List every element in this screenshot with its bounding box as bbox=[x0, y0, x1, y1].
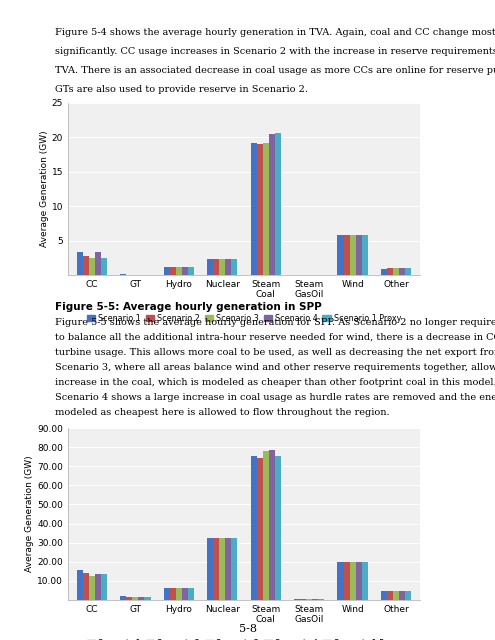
Bar bbox=[83, 257, 89, 275]
Bar bbox=[318, 599, 324, 600]
Bar bbox=[269, 450, 275, 600]
Bar bbox=[139, 597, 145, 600]
Bar bbox=[275, 132, 281, 275]
Bar bbox=[387, 268, 393, 275]
Bar bbox=[338, 235, 344, 275]
Bar bbox=[101, 258, 107, 275]
Bar bbox=[101, 574, 107, 600]
Bar bbox=[399, 268, 405, 275]
Bar bbox=[126, 597, 132, 600]
Bar bbox=[338, 562, 344, 600]
Bar bbox=[344, 562, 349, 600]
Bar bbox=[256, 458, 263, 600]
Text: to balance all the additional intra-hour reserve needed for wind, there is a dec: to balance all the additional intra-hour… bbox=[55, 333, 495, 342]
Bar bbox=[213, 538, 219, 600]
Bar bbox=[188, 588, 194, 600]
Bar bbox=[349, 235, 356, 275]
Bar bbox=[294, 599, 300, 600]
Bar bbox=[312, 599, 318, 600]
Bar bbox=[356, 235, 362, 275]
Bar bbox=[225, 259, 231, 275]
Text: Scenario 4 shows a large increase in coal usage as hurdle rates are removed and : Scenario 4 shows a large increase in coa… bbox=[55, 393, 495, 402]
Bar bbox=[393, 268, 399, 275]
Bar bbox=[95, 574, 101, 600]
Bar bbox=[182, 588, 188, 600]
Bar bbox=[77, 570, 83, 600]
Bar bbox=[132, 597, 139, 600]
Bar bbox=[344, 235, 349, 275]
Bar bbox=[231, 259, 238, 275]
Bar bbox=[77, 252, 83, 275]
Text: significantly. CC usage increases in Scenario 2 with the increase in reserve req: significantly. CC usage increases in Sce… bbox=[55, 47, 495, 56]
Bar bbox=[213, 259, 219, 275]
Text: modeled as cheapest here is allowed to flow throughout the region.: modeled as cheapest here is allowed to f… bbox=[55, 408, 390, 417]
Bar bbox=[120, 596, 126, 600]
Bar bbox=[349, 562, 356, 600]
Bar bbox=[207, 259, 213, 275]
Bar bbox=[399, 591, 405, 600]
Bar bbox=[89, 258, 95, 275]
Bar bbox=[405, 591, 411, 600]
Bar bbox=[164, 267, 170, 275]
Text: turbine usage. This allows more coal to be used, as well as decreasing the net e: turbine usage. This allows more coal to … bbox=[55, 348, 495, 357]
Bar bbox=[250, 143, 256, 275]
Bar bbox=[263, 451, 269, 600]
Text: Figure 5-4 shows the average hourly generation in TVA. Again, coal and CC change: Figure 5-4 shows the average hourly gene… bbox=[55, 28, 495, 37]
Bar bbox=[250, 456, 256, 600]
Bar bbox=[393, 591, 399, 600]
Bar bbox=[362, 235, 368, 275]
Bar bbox=[207, 538, 213, 600]
Bar bbox=[263, 143, 269, 275]
Bar bbox=[219, 259, 225, 275]
Bar bbox=[170, 267, 176, 275]
Text: increase in the coal, which is modeled as cheaper than other footprint coal in t: increase in the coal, which is modeled a… bbox=[55, 378, 495, 387]
Bar bbox=[182, 267, 188, 275]
Bar bbox=[381, 269, 387, 275]
Bar bbox=[387, 591, 393, 600]
Bar bbox=[362, 562, 368, 600]
Text: Scenario 3, where all areas balance wind and other reserve requirements together: Scenario 3, where all areas balance wind… bbox=[55, 363, 495, 372]
Y-axis label: Average Generation (GW): Average Generation (GW) bbox=[25, 456, 35, 572]
Bar bbox=[145, 597, 150, 600]
Bar bbox=[256, 144, 263, 275]
Bar bbox=[176, 267, 182, 275]
Text: Figure 5-5 shows the average hourly generation for SPP. As Scenario 2 no longer : Figure 5-5 shows the average hourly gene… bbox=[55, 318, 495, 327]
Bar bbox=[275, 456, 281, 600]
Bar bbox=[120, 274, 126, 275]
Legend: Scenario 1, Scenario 2, Scenario 3, Scenario 4, Scenario 1 Proxy: Scenario 1, Scenario 2, Scenario 3, Scen… bbox=[84, 636, 404, 640]
Text: TVA. There is an associated decrease in coal usage as more CCs are online for re: TVA. There is an associated decrease in … bbox=[55, 66, 495, 75]
Bar bbox=[170, 588, 176, 600]
Bar bbox=[95, 252, 101, 275]
Bar bbox=[188, 267, 194, 275]
Text: 5-8: 5-8 bbox=[239, 624, 256, 634]
Text: Figure 5-5: Average hourly generation in SPP: Figure 5-5: Average hourly generation in… bbox=[55, 302, 322, 312]
Bar bbox=[356, 562, 362, 600]
Bar bbox=[83, 573, 89, 600]
Bar bbox=[219, 538, 225, 600]
Bar bbox=[231, 538, 238, 600]
Bar bbox=[269, 134, 275, 275]
Bar bbox=[405, 268, 411, 275]
Bar bbox=[176, 588, 182, 600]
Bar bbox=[306, 599, 312, 600]
Text: GTs are also used to provide reserve in Scenario 2.: GTs are also used to provide reserve in … bbox=[55, 85, 308, 94]
Bar bbox=[300, 599, 306, 600]
Bar bbox=[89, 576, 95, 600]
Bar bbox=[225, 538, 231, 600]
Bar bbox=[164, 588, 170, 600]
Legend: Scenario 1, Scenario 2, Scenario 3, Scenario 4, Scenario 1 Proxy: Scenario 1, Scenario 2, Scenario 3, Scen… bbox=[84, 310, 404, 326]
Bar bbox=[381, 591, 387, 600]
Y-axis label: Average Generation (GW): Average Generation (GW) bbox=[40, 131, 49, 247]
